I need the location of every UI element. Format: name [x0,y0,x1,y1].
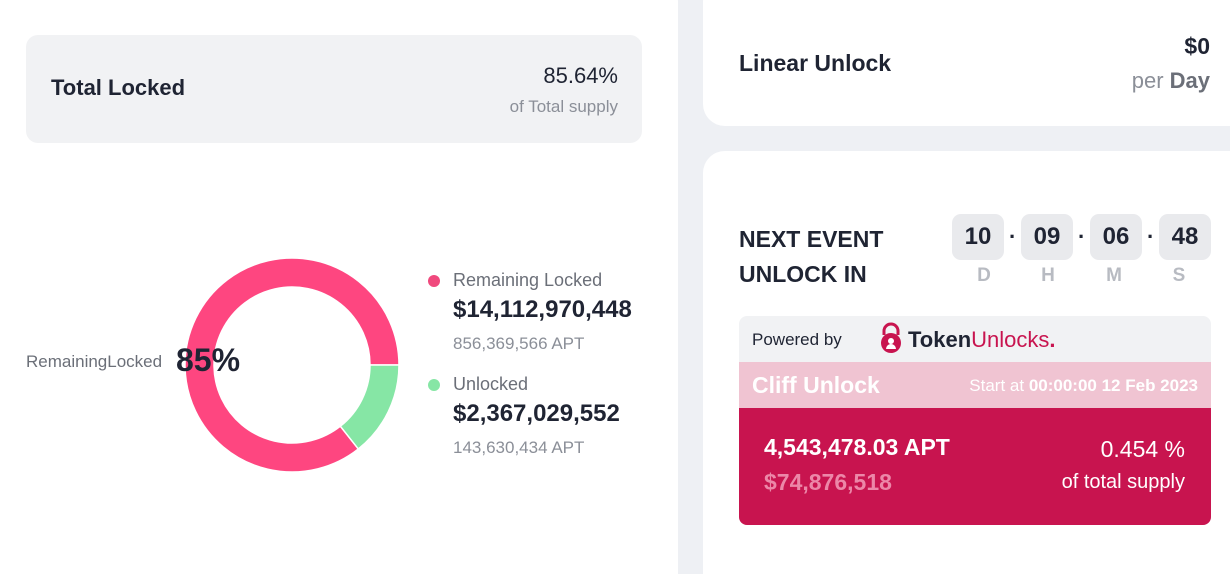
brand-unlocks: Unlocks [971,327,1050,352]
brand-token: Token [908,327,972,352]
tokenunlocks-lock-icon [881,322,901,353]
cliff-start-time: Start at 00:00:00 12 Feb 2023 [969,376,1198,396]
total-locked-percent: 85.64% [543,63,618,88]
total-locked-title: Total Locked [51,75,186,100]
next-event-title: NEXT EVENT UNLOCK IN [739,222,939,292]
donut-slice-remaining-locked[interactable] [184,257,400,473]
countdown-hours: 09 [1021,214,1073,260]
linear-unlock-value: $0 [1184,33,1210,59]
linear-unlock-title: Linear Unlock [739,50,892,76]
countdown-unit-hours: H [1041,265,1055,286]
cliff-amount: 4,543,478.03 APT [764,434,950,460]
tokenunlocks-brand[interactable]: TokenUnlocks. [908,327,1056,353]
per-unit: Day [1169,68,1210,93]
linear-unlock-panel [703,0,1230,126]
countdown-separator: · [1078,224,1086,249]
cliff-start-datetime: 00:00:00 12 Feb 2023 [1028,376,1198,395]
cliff-of-supply: of total supply [1061,471,1185,493]
legend-apt-amount: 143,630,434 APT [453,438,585,457]
cliff-unlock-title: Cliff Unlock [752,372,880,398]
cliff-percent: 0.454 % [1100,436,1185,462]
cliff-usd-value: $74,876,518 [764,469,892,495]
total-locked-subtitle: of Total supply [509,97,618,116]
next-event-title-line2: UNLOCK IN [739,261,867,287]
cliff-start-prefix: Start at [969,376,1025,395]
cliff-unlock-body: 4,543,478.03 APT $74,876,518 0.454 % of … [739,408,1211,525]
legend-label: Unlocked [453,374,529,394]
linear-unlock-rate: per Day [1132,68,1210,94]
legend-label: Remaining Locked [453,270,603,290]
countdown-separator: · [1009,224,1017,249]
countdown-separator: · [1147,224,1155,249]
legend-dot-icon [428,379,440,391]
countdown-days: 10 [952,214,1004,260]
next-event-title-line1: NEXT EVENT [739,226,884,252]
legend-dot-icon [428,275,440,287]
supply-donut-chart[interactable] [184,257,400,473]
cliff-unlock-header: Cliff Unlock Start at 00:00:00 12 Feb 20… [739,362,1211,408]
per-label: per [1131,68,1164,93]
legend-apt-amount: 856,369,566 APT [453,334,585,353]
powered-by-label: Powered by [752,330,842,349]
donut-hover-label: RemainingLocked [26,352,163,371]
countdown-unit-seconds: S [1172,265,1186,286]
legend-value: $2,367,029,552 [453,400,620,427]
countdown-seconds: 48 [1159,214,1211,260]
countdown-unit-days: D [977,265,991,286]
countdown-minutes: 06 [1090,214,1142,260]
countdown-unit-minutes: M [1106,265,1122,286]
total-locked-card: Total Locked 85.64% of Total supply [26,35,642,143]
brand-dot: . [1049,327,1056,352]
donut-center-percent: 85% [176,342,241,378]
legend-value: $14,112,970,448 [453,296,632,323]
event-detail-card: Powered by TokenUnlocks. Cliff Unlock St… [739,316,1211,525]
donut-slice-unlocked[interactable] [339,364,400,451]
